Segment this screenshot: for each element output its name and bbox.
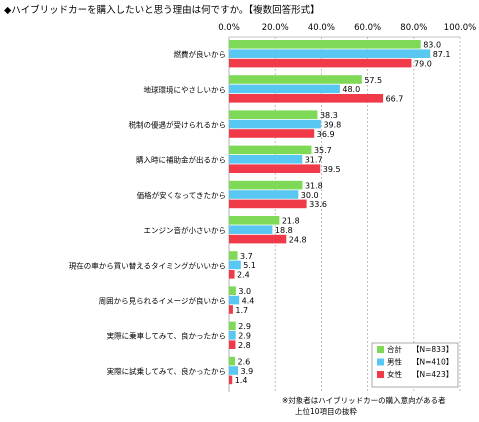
x-tick-label: 100.0% (444, 23, 476, 33)
data-label: 30.0 (301, 191, 319, 200)
data-label: 35.7 (314, 146, 332, 155)
bar-male (229, 331, 236, 340)
bar-male (229, 84, 340, 94)
bar-female (229, 340, 236, 349)
data-label: 5.1 (243, 261, 256, 270)
data-label: 79.0 (414, 59, 432, 68)
bar-male (229, 366, 239, 375)
bar-female (229, 234, 287, 244)
data-label: 2.4 (237, 271, 250, 280)
legend-series-n: 【N=423】 (412, 370, 453, 379)
data-label: 66.7 (386, 95, 404, 104)
bar-total (229, 145, 312, 155)
bar-total (229, 180, 303, 190)
category-label: 税制の優遇が受けられるから (129, 120, 227, 130)
bar-male (229, 155, 303, 164)
footnote-line-1: ※対象者はハイブリッドカーの購入意向がある者 (282, 395, 446, 405)
legend-series-name: 男性 (387, 357, 402, 367)
legend-swatch (377, 346, 384, 353)
bar-total (229, 321, 236, 331)
x-tick-label: 60.0% (354, 23, 381, 33)
category-label: 実際に乗車してみて、良かったから (107, 331, 226, 341)
data-label: 31.8 (305, 181, 323, 190)
data-label: 83.0 (423, 41, 441, 50)
x-tick-label: 0.0% (218, 23, 240, 33)
bar-female (229, 129, 315, 138)
legend-swatch (377, 358, 384, 366)
data-label: 2.8 (238, 341, 251, 350)
data-label: 1.7 (235, 306, 248, 315)
footnote-line-2: 上位10項目の抜粋 (295, 406, 358, 416)
data-label: 2.9 (238, 332, 251, 341)
data-label: 24.8 (289, 235, 307, 244)
data-label: 33.6 (309, 200, 327, 209)
bar-female (229, 305, 233, 314)
bar-male (229, 119, 321, 129)
data-label: 2.9 (238, 322, 251, 331)
data-label: 4.4 (242, 296, 255, 305)
category-label: 燃費が良いから (174, 49, 227, 59)
data-label: 38.3 (320, 111, 338, 120)
bar-total (229, 75, 362, 84)
data-label: 18.8 (275, 226, 293, 235)
bar-total (229, 286, 236, 295)
bar-female (229, 375, 233, 385)
bar-male (229, 295, 240, 305)
category-label: 価格が安くなってきたから (137, 190, 226, 200)
legend-series-n: 【N=833】 (412, 345, 453, 354)
data-label: 3.7 (240, 252, 253, 261)
bar-male (229, 190, 299, 199)
category-label: 周囲から見られるイメージが良いから (99, 296, 226, 306)
bar-female (229, 94, 384, 103)
data-labels: 83.087.179.0 57.5 48.0 66.7 38.339.836.9 35.7… (235, 41, 451, 386)
category-label: 現在の車から買い替えるタイミングがいいから (69, 260, 226, 270)
data-label: 2.6 (238, 357, 251, 366)
data-label: 87.1 (433, 50, 451, 59)
bar-total (229, 356, 236, 366)
legend-series-name: 女性 (387, 369, 402, 379)
bar-male (229, 260, 241, 270)
bar-total (229, 110, 318, 119)
x-tick-label: 20.0% (262, 23, 289, 33)
legend-swatch (377, 371, 384, 378)
data-label: 21.8 (282, 217, 300, 226)
bar-male (229, 49, 431, 58)
data-label: 48.0 (342, 85, 360, 94)
bar-female (229, 199, 307, 209)
legend: 合計 【N=833】男性 【N=410】女性 【N=423】 (371, 342, 459, 388)
x-tick-label: 80.0% (400, 23, 427, 33)
x-tick-labels: 0.0% 20.0% 40.0% 60.0% 80.0% 100.0% (218, 23, 476, 33)
bar-female (229, 164, 321, 173)
legend-box (371, 342, 459, 388)
data-label: 3.0 (238, 287, 251, 296)
data-label: 39.5 (323, 165, 341, 174)
category-label: 購入時に補助金が出るから (136, 155, 226, 165)
category-label: エンジン音が小さいから (144, 225, 227, 235)
chart-title: ◆ハイブリッドカーを購入したいと思う理由は何ですか。【複数回答形式】 (4, 5, 320, 16)
data-label: 3.9 (241, 367, 254, 376)
x-tick-label: 40.0% (308, 23, 335, 33)
category-label: 地球環境にやさしいから (144, 84, 227, 94)
bar-female (229, 58, 412, 68)
bar-female (229, 270, 235, 279)
data-label: 31.7 (305, 156, 323, 165)
category-labels: 燃費が良いから地球環境にやさしいから税制の優遇が受けられるから購入時に補助金が出… (69, 49, 226, 376)
data-label: 36.9 (317, 130, 335, 139)
legend-series-n: 【N=410】 (412, 358, 453, 367)
bars (229, 40, 431, 385)
data-label: 57.5 (364, 76, 382, 85)
bar-total (229, 251, 238, 260)
data-label: 1.4 (235, 376, 248, 385)
category-label: 実際に試乗してみて、良かったから (107, 366, 226, 376)
data-label: 39.8 (323, 120, 341, 129)
bar-total (229, 216, 280, 225)
bar-male (229, 225, 273, 234)
legend-series-name: 合計 (387, 344, 402, 354)
bar-total (229, 40, 421, 49)
